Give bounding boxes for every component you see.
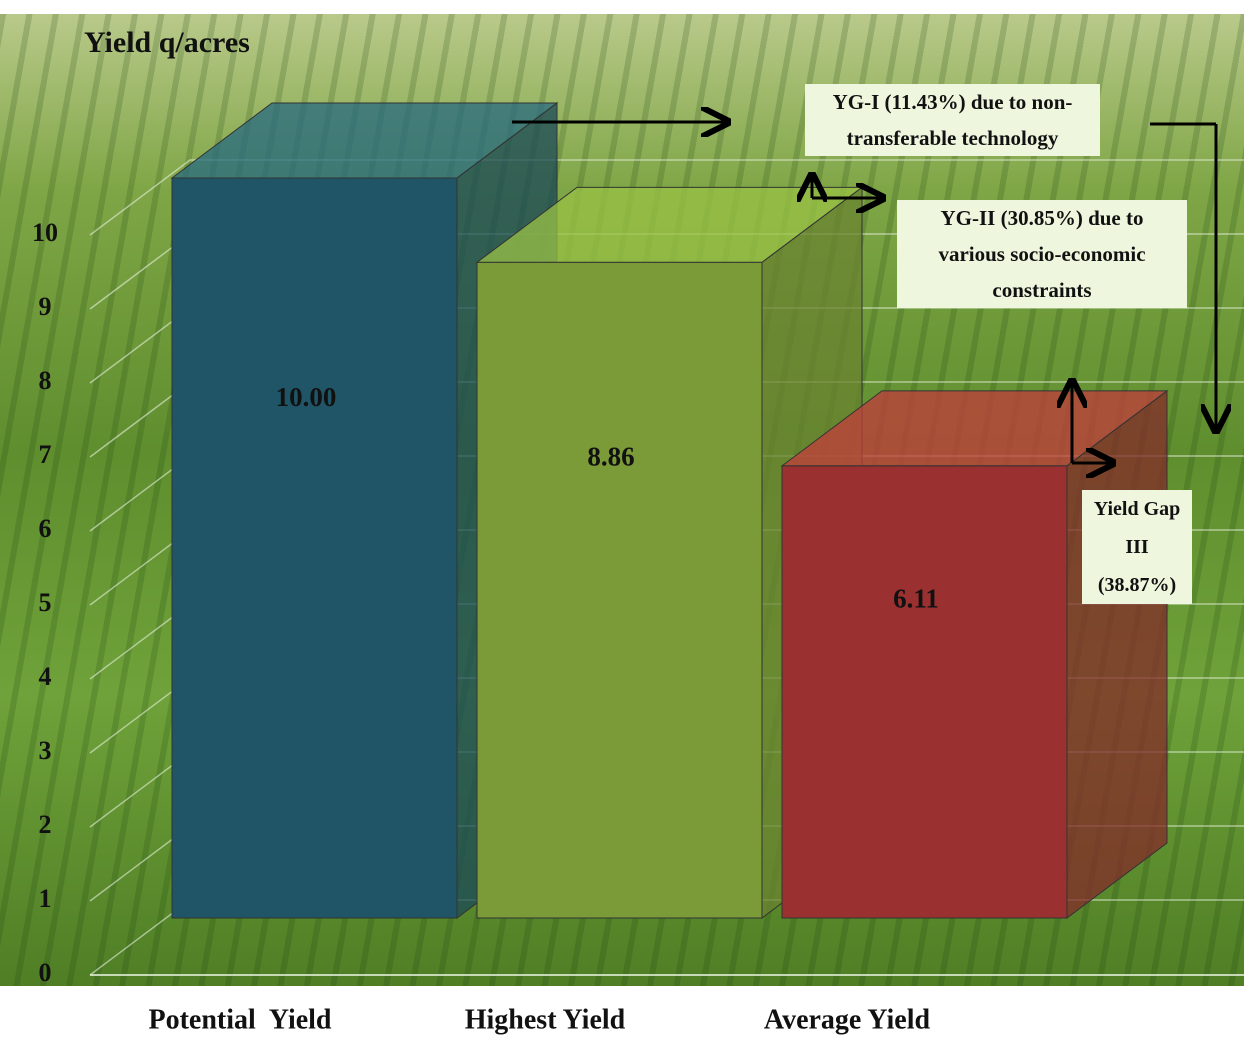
y-tick-label: 1: [39, 884, 52, 913]
page: 10.00 8.86 6.11 Yield q/acres 0 1 2 3 4 5 6 7 8 9 10…: [0, 0, 1244, 1055]
y-tick-label: 5: [39, 588, 52, 617]
axis-title: Yield q/acres: [84, 26, 250, 59]
y-tick-label: 6: [39, 514, 52, 543]
value-label: 6.11: [893, 584, 939, 614]
annotation: YG-I (11.43%) due to non-transferable te…: [805, 84, 1100, 156]
value-label: 8.86: [587, 441, 634, 471]
annotation: YG-II (30.85%) due to various socio-econ…: [897, 200, 1187, 308]
bar-side: [1067, 391, 1167, 918]
bar: [782, 466, 1067, 918]
y-tick-label: 8: [39, 366, 52, 395]
y-tick-label: 0: [39, 958, 52, 987]
x-tick-label: Average Yield: [764, 1004, 931, 1035]
y-tick-label: 4: [39, 662, 52, 691]
y-tick-label: 10: [32, 218, 58, 247]
bar: [172, 178, 457, 918]
y-tick-label: 3: [39, 736, 52, 765]
annotation: Yield Gap III (38.87%): [1082, 490, 1192, 604]
chart: 10.00 8.86 6.11 Yield q/acres 0 1 2 3 4 5 6 7 8 9 10…: [0, 0, 1244, 1055]
value-label: 10.00: [276, 382, 337, 412]
x-tick-label: Potential Yield: [148, 1004, 331, 1035]
y-tick-label: 7: [39, 440, 52, 469]
y-tick-label: 9: [39, 292, 52, 321]
bar: [477, 262, 762, 918]
y-tick-label: 2: [39, 810, 52, 839]
x-tick-label: Highest Yield: [465, 1004, 626, 1035]
